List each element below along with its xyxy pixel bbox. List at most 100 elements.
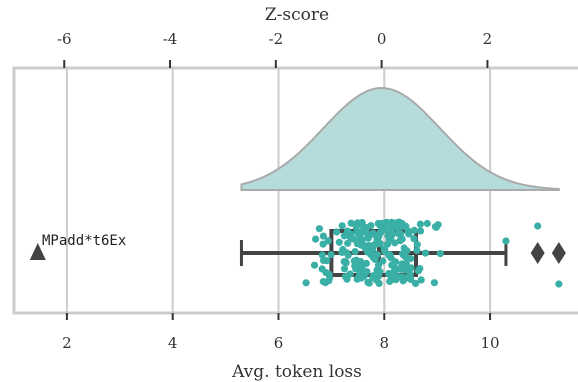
data-point	[340, 232, 348, 240]
x-tick-label: 6	[274, 334, 284, 352]
z-tick-label: -6	[57, 30, 72, 48]
data-point	[534, 222, 542, 230]
z-tick-label: 0	[377, 30, 387, 48]
density-curve	[240, 86, 560, 191]
data-point	[379, 257, 387, 265]
data-point	[398, 219, 406, 228]
data-point	[381, 248, 389, 256]
data-point	[362, 268, 370, 276]
bottom-axis-ticks: 2 4 6 8 10	[62, 313, 500, 352]
data-point	[405, 230, 413, 238]
data-point	[354, 219, 362, 227]
data-point	[319, 240, 327, 248]
data-point	[355, 272, 363, 280]
data-point	[333, 228, 341, 236]
data-point	[310, 261, 319, 269]
outlier-layer	[530, 242, 566, 264]
data-point	[351, 248, 359, 256]
plot-frame	[12, 66, 578, 315]
data-point	[388, 261, 396, 269]
data-point	[421, 249, 430, 257]
data-point	[369, 244, 377, 252]
data-point	[436, 250, 444, 258]
data-point	[340, 265, 349, 273]
data-point	[416, 220, 424, 228]
data-point	[361, 244, 369, 252]
data-point	[354, 230, 362, 238]
data-point	[344, 239, 352, 247]
data-point	[386, 277, 394, 285]
data-point	[381, 226, 389, 234]
data-point	[338, 248, 346, 256]
data-point	[555, 280, 563, 288]
data-point	[430, 279, 438, 287]
data-point	[413, 241, 421, 249]
data-point	[364, 234, 372, 242]
data-point	[502, 237, 510, 245]
data-point	[367, 250, 375, 258]
data-point	[399, 250, 407, 258]
data-point	[362, 259, 370, 268]
x-tick-label: 4	[168, 334, 178, 352]
annotated-point-marker	[29, 243, 46, 260]
data-point	[387, 233, 395, 241]
data-point	[356, 266, 364, 275]
x-tick-label: 2	[62, 334, 72, 352]
data-point	[400, 244, 408, 252]
z-tick-label: -2	[269, 30, 284, 48]
data-point	[376, 240, 384, 248]
data-point	[396, 237, 404, 245]
data-point	[327, 251, 335, 259]
data-point	[434, 221, 442, 229]
data-point	[319, 256, 328, 264]
z-tick-label: 2	[483, 30, 493, 48]
data-point	[374, 261, 383, 269]
data-point	[352, 256, 360, 264]
data-point	[416, 265, 424, 273]
data-point	[400, 264, 408, 272]
annotation-label: MPadd*t6Ex	[42, 233, 126, 249]
x-tick-label: 8	[380, 334, 390, 352]
data-point	[367, 222, 375, 230]
data-point	[324, 237, 332, 245]
points-layer	[302, 218, 563, 288]
data-point	[412, 279, 420, 288]
data-point	[399, 277, 407, 285]
data-point	[417, 276, 425, 284]
top-axis-title: Z-score	[265, 5, 329, 25]
data-point	[370, 230, 378, 238]
data-point	[325, 277, 333, 285]
data-point	[312, 235, 320, 243]
data-point	[302, 279, 310, 287]
data-point	[410, 226, 418, 234]
data-point	[338, 222, 346, 230]
data-point	[347, 219, 355, 227]
data-point	[349, 235, 357, 243]
outlier-marker	[530, 242, 545, 264]
data-point	[319, 232, 327, 240]
z-tick-label: -4	[163, 30, 178, 48]
data-point	[407, 264, 415, 272]
data-point	[335, 238, 343, 246]
data-point	[407, 254, 415, 263]
data-point	[365, 279, 373, 287]
data-point	[340, 258, 348, 266]
data-point	[369, 273, 377, 281]
data-point	[319, 278, 327, 286]
annotation-layer: MPadd*t6Ex	[29, 233, 126, 260]
top-axis-ticks: -6 -4 -2 0 2	[57, 30, 492, 68]
data-point	[392, 274, 400, 282]
x-tick-label: 10	[481, 334, 500, 352]
data-point	[413, 246, 421, 255]
data-point	[322, 269, 330, 277]
data-point	[315, 225, 323, 233]
outlier-marker	[551, 242, 566, 264]
data-point	[395, 230, 403, 238]
x-axis-title: Avg. token loss	[231, 362, 362, 382]
data-point	[391, 239, 399, 247]
data-point	[341, 272, 349, 281]
density-layer	[240, 86, 560, 191]
data-point	[416, 227, 425, 235]
